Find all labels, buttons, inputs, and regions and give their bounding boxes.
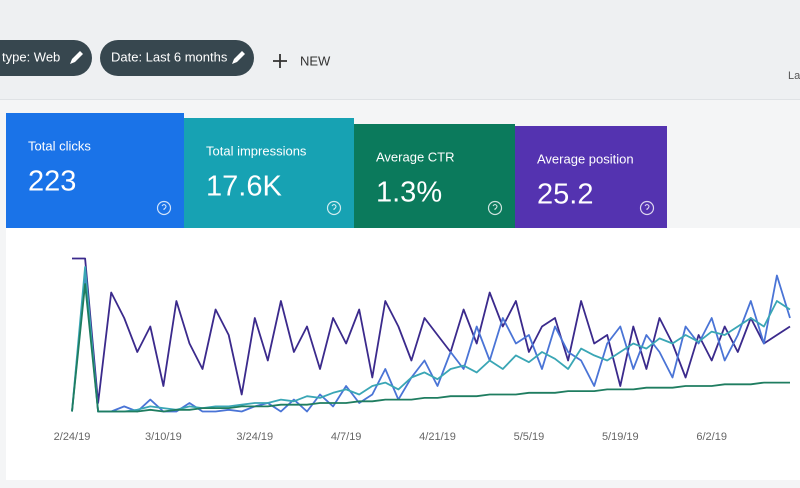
- x-tick-label: 6/2/19: [696, 431, 727, 443]
- help-icon-mark: [644, 203, 650, 210]
- metric-card[interactable]: Total clicks 223: [6, 113, 184, 228]
- plus-icon: [273, 54, 287, 68]
- new-button[interactable]: NEW: [273, 53, 331, 68]
- series-line: [71, 266, 791, 413]
- help-icon: [639, 200, 655, 216]
- card-bg: [184, 118, 354, 228]
- series-line: [72, 257, 791, 404]
- help-icon: [156, 200, 172, 216]
- x-tick-label: 3/24/19: [236, 431, 273, 443]
- card-value: 1.3%: [376, 177, 442, 209]
- card-label: Average position: [537, 151, 634, 166]
- card-value: 223: [28, 166, 76, 198]
- x-tick-label: 2/24/19: [54, 431, 91, 443]
- edit-icon: [232, 51, 245, 64]
- edit-icon: [70, 51, 83, 64]
- chip-label: Date: Last 6 months: [111, 49, 228, 64]
- card-value: 25.2: [537, 179, 593, 211]
- cut-off-text: La: [788, 70, 800, 82]
- chip-label: type: Web: [2, 49, 60, 64]
- metric-card[interactable]: Average CTR 1.3%: [354, 124, 515, 228]
- card-bg: [354, 124, 515, 228]
- x-tick-label: 5/19/19: [602, 431, 639, 443]
- x-tick-label: 3/10/19: [145, 431, 182, 443]
- chip-bg: [0, 40, 92, 76]
- help-icon-mark: [161, 203, 167, 210]
- metric-card[interactable]: Total impressions 17.6K: [184, 118, 354, 228]
- help-icon-mark: [492, 203, 498, 210]
- filter-chip[interactable]: type: Web: [0, 40, 92, 76]
- x-tick-label: 4/7/19: [331, 431, 362, 443]
- x-tick-label: 4/21/19: [419, 431, 456, 443]
- metric-cards: Total clicks 223 Total impressions 17.6K Ave…: [6, 113, 667, 228]
- card-label: Average CTR: [376, 149, 455, 164]
- help-icon: [487, 200, 503, 216]
- card-bg: [515, 126, 667, 228]
- card-label: Total impressions: [206, 143, 307, 158]
- chart-panel: [6, 228, 800, 480]
- series-line: [71, 283, 790, 413]
- toolbar: type: Web Date: Last 6 months NEW La: [0, 40, 800, 82]
- card-label: Total clicks: [28, 138, 91, 153]
- new-label: NEW: [300, 53, 331, 68]
- x-tick-label: 5/5/19: [514, 431, 545, 443]
- performance-chart: 2/24/19 3/10/19 3/24/19 4/7/19 4/21/19 5/5/19…: [54, 257, 791, 443]
- card-bg: [6, 113, 184, 228]
- metric-card[interactable]: Average position 25.2: [515, 126, 667, 228]
- filter-chip[interactable]: Date: Last 6 months: [100, 40, 254, 76]
- help-icon-mark: [331, 203, 337, 210]
- help-icon: [326, 200, 342, 216]
- series-line: [71, 274, 791, 413]
- chip-bg: [100, 40, 254, 76]
- card-value: 17.6K: [206, 171, 282, 203]
